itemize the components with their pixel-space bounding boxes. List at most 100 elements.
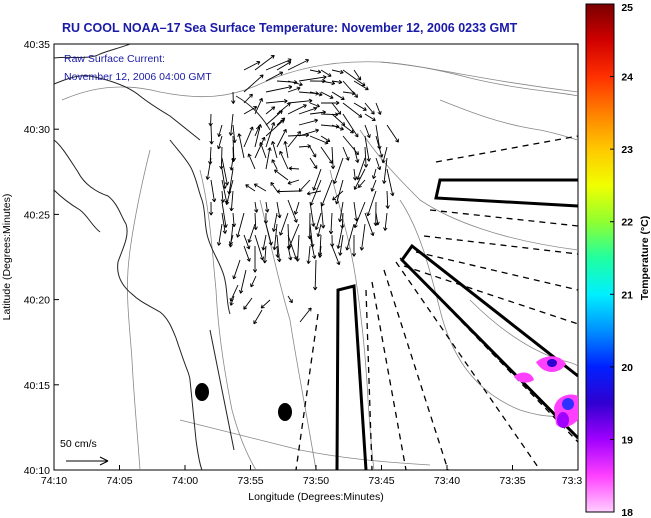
current-legend-line1: Raw Surface Current: xyxy=(64,53,165,65)
current-vector xyxy=(353,80,369,91)
current-vector xyxy=(254,136,266,159)
current-vector xyxy=(342,124,354,134)
current-vector xyxy=(219,146,224,170)
current-vector xyxy=(265,147,272,170)
y-tick-label: 40:35 xyxy=(24,39,50,51)
current-vector xyxy=(228,113,234,136)
current-vector xyxy=(357,179,366,188)
colorbar-tick-label: 25 xyxy=(621,2,633,14)
current-legend-line2: November 12, 2006 04:00 GMT xyxy=(64,71,212,83)
current-vector xyxy=(295,234,300,262)
current-vector xyxy=(271,159,278,170)
scale-label: 50 cm/s xyxy=(60,438,97,450)
current-vector xyxy=(247,153,256,170)
current-vector xyxy=(229,190,234,212)
current-vector xyxy=(331,69,344,75)
current-vector xyxy=(353,146,360,163)
current-vector xyxy=(331,79,343,85)
current-vector xyxy=(220,190,225,203)
current-vector xyxy=(228,234,234,246)
current-vector xyxy=(353,69,362,81)
colorbar xyxy=(585,3,615,513)
current-vector xyxy=(309,91,323,97)
current-vector xyxy=(232,259,241,280)
current-vector xyxy=(332,157,344,184)
current-vector xyxy=(320,201,326,229)
current-vector xyxy=(243,74,264,93)
current-vector xyxy=(264,201,270,213)
current-vector xyxy=(364,102,375,115)
current-vector xyxy=(320,91,334,99)
current-vector xyxy=(236,212,245,238)
current-vector xyxy=(383,212,388,231)
current-vector xyxy=(385,190,390,209)
current-vector xyxy=(364,212,375,237)
current-vector xyxy=(253,183,267,192)
current-vector xyxy=(276,117,286,126)
current-vector xyxy=(245,184,256,192)
current-vector xyxy=(364,135,371,162)
current-vector xyxy=(287,98,313,104)
current-vector xyxy=(271,141,278,159)
current-vector xyxy=(265,106,276,115)
radar-coverage-lines xyxy=(295,135,578,470)
current-vector xyxy=(231,91,236,104)
current-vector xyxy=(252,245,258,273)
current-vector xyxy=(375,157,382,171)
current-vector xyxy=(320,112,339,117)
current-vector xyxy=(331,91,345,101)
current-vector xyxy=(239,269,247,294)
y-axis-ticks: 40:35 40:30 40:25 40:20 40:15 40:10 xyxy=(24,39,59,477)
x-tick-label: 73:55 xyxy=(237,475,263,487)
map-content xyxy=(54,44,578,470)
current-vector xyxy=(353,201,366,229)
current-vector xyxy=(386,124,399,143)
current-vector xyxy=(366,190,377,217)
current-vector xyxy=(276,61,292,71)
current-vector xyxy=(263,212,269,224)
y-tick-label: 40:30 xyxy=(24,124,50,136)
current-vector xyxy=(221,212,228,234)
current-vector xyxy=(265,122,276,148)
colorbar-tick-label: 21 xyxy=(621,289,633,301)
current-vector xyxy=(283,140,289,159)
colorbar-tick-label: 23 xyxy=(621,144,633,156)
current-vector xyxy=(250,275,257,288)
current-vector xyxy=(265,85,293,93)
sst-patches xyxy=(514,356,578,428)
x-tick-label: 73:40 xyxy=(434,475,460,487)
current-vector xyxy=(253,309,263,325)
current-vector xyxy=(320,80,336,86)
current-vector xyxy=(306,245,311,264)
current-vector xyxy=(332,190,344,201)
x-tick-label: 74:00 xyxy=(172,475,198,487)
colorbar-tick-label: 19 xyxy=(621,434,633,446)
current-vector xyxy=(309,69,322,74)
current-vector xyxy=(287,86,301,93)
current-vector xyxy=(265,223,273,246)
current-vector xyxy=(320,146,333,164)
current-vector xyxy=(353,102,367,111)
current-vector xyxy=(276,201,282,219)
station-marker-east xyxy=(278,403,292,421)
current-vector xyxy=(254,54,275,71)
current-vector xyxy=(275,245,280,258)
colorbar-label: Temperature (°C) xyxy=(639,216,651,301)
colorbar-tick-label: 18 xyxy=(621,507,633,518)
current-vector xyxy=(205,157,212,180)
current-vector xyxy=(320,69,332,77)
current-vector xyxy=(276,128,287,148)
current-vector xyxy=(237,133,245,159)
x-tick-label: 74:05 xyxy=(106,475,132,487)
current-vector xyxy=(287,80,303,87)
coastline xyxy=(54,44,271,470)
current-vector xyxy=(381,146,388,164)
current-vector xyxy=(309,179,322,206)
y-tick-label: 40:10 xyxy=(24,465,50,477)
current-vector xyxy=(370,179,377,192)
current-vector xyxy=(345,223,355,251)
current-vector xyxy=(331,124,344,131)
current-vector xyxy=(342,91,356,96)
current-vector xyxy=(364,113,376,122)
current-vector xyxy=(331,102,342,115)
